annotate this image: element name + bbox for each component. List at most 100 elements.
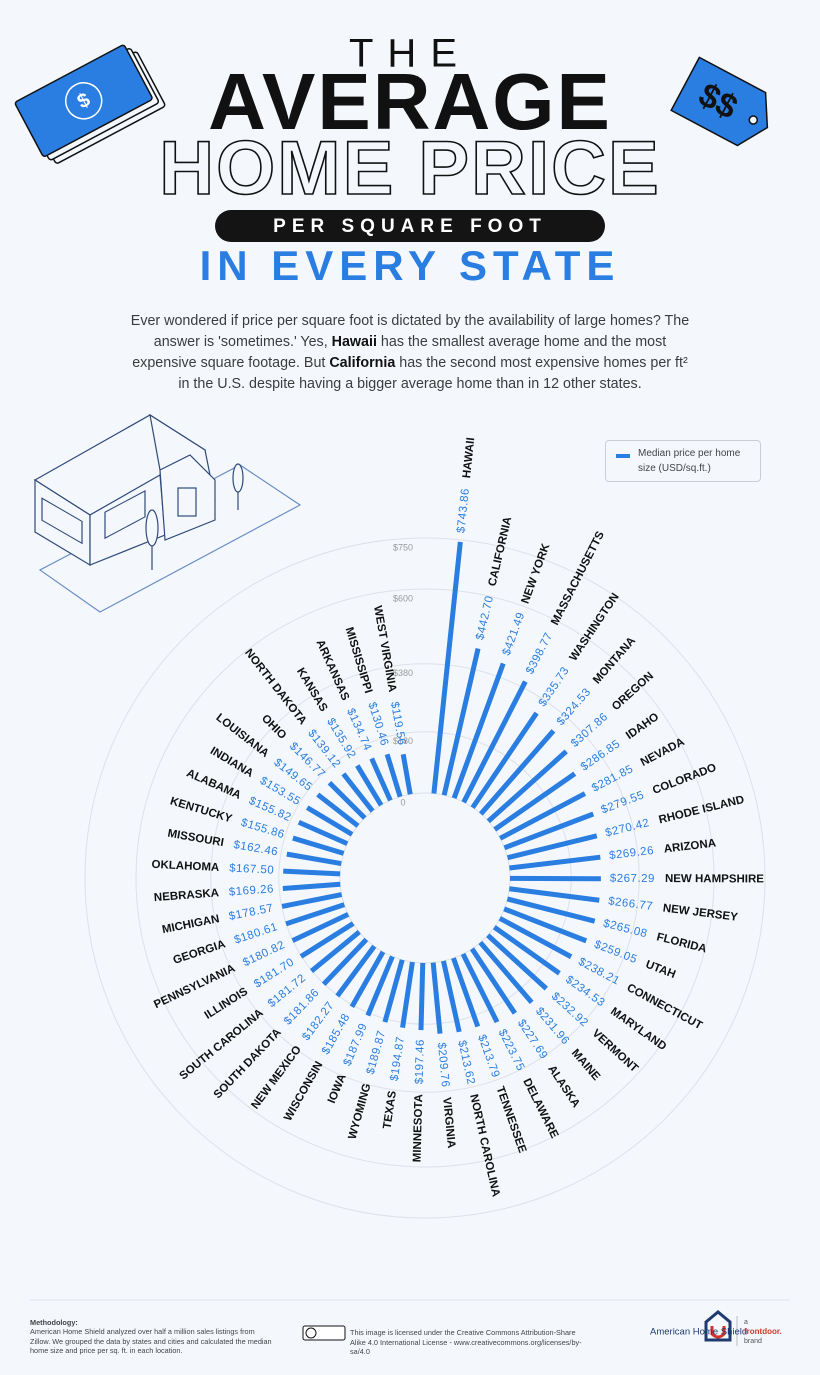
bar xyxy=(291,912,350,943)
ring-label: $180 xyxy=(393,736,413,746)
state-label: DELAWARE xyxy=(520,1077,560,1141)
state-label: MISSISSIPPI xyxy=(343,626,374,695)
state-label: WEST VIRGINIA xyxy=(371,605,398,693)
state-label: KENTUCKY xyxy=(169,795,234,825)
bar xyxy=(400,961,415,1028)
value-label: $265.08 xyxy=(602,918,649,941)
badge-text: PER SQUARE FOOT xyxy=(273,216,547,237)
state-label: GEORGIA xyxy=(172,938,227,966)
state-label: NEW HAMPSHIRE xyxy=(665,873,764,885)
state-label: NORTH CAROLINA xyxy=(467,1093,501,1198)
bar xyxy=(478,940,534,1005)
logo-u xyxy=(710,1326,726,1339)
state-label: TENNESSEE xyxy=(494,1085,529,1155)
bar xyxy=(283,868,341,877)
license: This image is licensed under the Creativ… xyxy=(350,1328,582,1356)
legend: Median price per home size (USD/sq.ft.) xyxy=(605,440,761,482)
grid-ring xyxy=(135,588,715,1168)
bar xyxy=(506,833,598,861)
value-label: $213.62 xyxy=(455,1039,476,1086)
bar xyxy=(327,781,367,820)
bar xyxy=(498,791,587,841)
ring-label: $750 xyxy=(393,542,413,552)
methodology: American Home Shield analyzed over half … xyxy=(30,1327,272,1355)
state-label: UTAH xyxy=(644,959,677,981)
methodology-title: Methodology: xyxy=(30,1318,78,1327)
state-label: COLORADO xyxy=(651,762,718,797)
value-label: $335.73 xyxy=(537,665,572,709)
state-label: OREGON xyxy=(610,670,656,713)
intro-bold: Hawaii xyxy=(331,334,377,350)
bar xyxy=(384,753,403,798)
bar xyxy=(349,950,386,1008)
bar xyxy=(400,753,413,795)
brand: American Home Shield xyxy=(650,1327,747,1338)
bar xyxy=(478,729,556,816)
state-label: MONTANA xyxy=(591,635,638,687)
state-label: ARIZONA xyxy=(663,838,716,856)
value-label: $281.85 xyxy=(590,763,635,795)
bar xyxy=(498,916,573,959)
value-label: $442.70 xyxy=(474,595,496,642)
value-label: $421.49 xyxy=(501,611,528,657)
bar xyxy=(309,929,361,973)
value-label: $194.87 xyxy=(389,1036,408,1082)
value-label: $155.86 xyxy=(239,817,286,842)
bar xyxy=(365,955,395,1017)
bar xyxy=(305,805,354,837)
ring-label: $600 xyxy=(393,593,413,603)
intro: Ever wondered if price per square foot i… xyxy=(125,311,695,395)
value-label: $259.05 xyxy=(592,939,638,967)
value-label: $279.55 xyxy=(600,789,646,816)
value-label: $119.56 xyxy=(388,701,407,747)
state-label: MINNESOTA xyxy=(412,1094,426,1162)
value-label: $743.86 xyxy=(455,488,472,534)
state-label: INDIANA xyxy=(208,745,255,780)
bar xyxy=(503,906,588,944)
state-label: IDAHO xyxy=(624,711,661,742)
house-illustration xyxy=(33,413,302,613)
bar xyxy=(335,944,377,998)
tagline-brand: frontdoor. xyxy=(744,1327,782,1336)
legend-label: Median price per home size (USD/sq.ft.) xyxy=(638,448,741,474)
state-label: NEVADA xyxy=(639,736,687,769)
bar xyxy=(460,952,500,1024)
state-label: NEBRASKA xyxy=(154,887,220,904)
bar xyxy=(470,711,539,810)
state-label: TEXAS xyxy=(381,1090,399,1130)
state-label: WYOMING xyxy=(347,1082,374,1141)
bar xyxy=(431,541,463,794)
bar xyxy=(461,680,528,804)
cc-icon xyxy=(305,1327,317,1339)
ring-label: 0 xyxy=(400,797,405,807)
state-label: NEW YORK xyxy=(520,541,553,605)
state-label: MICHIGAN xyxy=(161,913,220,936)
bar xyxy=(297,819,349,846)
bar xyxy=(506,896,596,924)
bar xyxy=(493,771,577,832)
value-label: $269.26 xyxy=(609,845,655,862)
value-label: $167.50 xyxy=(229,863,275,877)
bar xyxy=(382,959,405,1023)
title-average: AVERAGE xyxy=(208,57,612,146)
tagline-b: brand xyxy=(744,1338,762,1345)
intro-bold: California xyxy=(329,355,396,371)
grid-ring xyxy=(84,537,766,1219)
bar xyxy=(286,851,342,867)
value-label: $398.77 xyxy=(524,631,555,677)
price-tag-icon: $$ xyxy=(670,56,769,147)
bar xyxy=(503,811,595,851)
bar xyxy=(492,925,561,976)
value-label: $307.86 xyxy=(569,711,611,750)
state-label: FLORIDA xyxy=(655,931,707,955)
state-label: ALASKA xyxy=(545,1063,582,1110)
state-label: RHODE ISLAND xyxy=(658,794,746,827)
bar xyxy=(418,962,426,1031)
intro-text: has the second most expensive homes per … xyxy=(178,355,688,392)
bar xyxy=(486,749,568,824)
state-label: ALABAMA xyxy=(185,767,243,801)
value-label: $189.87 xyxy=(365,1029,389,1076)
logo-house xyxy=(704,1310,732,1342)
title-home-price: HOME PRICE xyxy=(159,126,660,211)
